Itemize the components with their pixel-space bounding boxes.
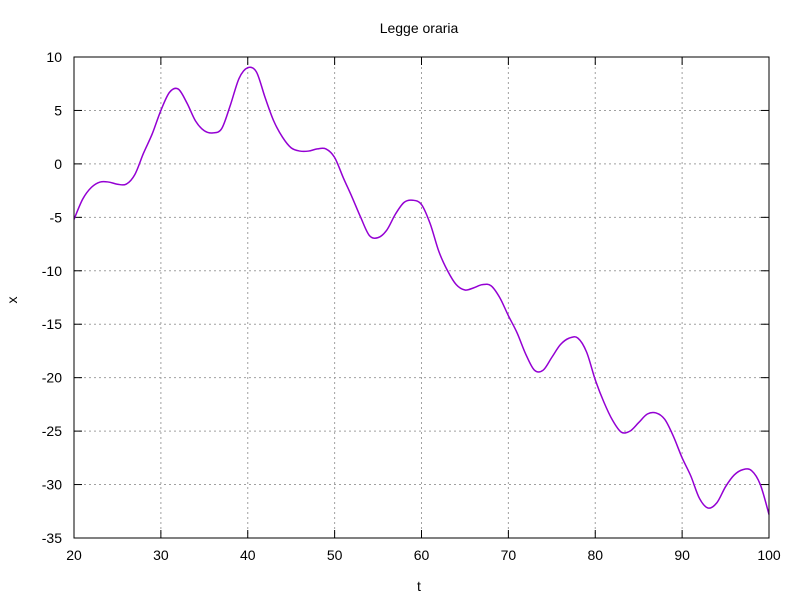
y-tick-label: -10	[42, 263, 62, 279]
chart-title: Legge oraria	[380, 20, 459, 36]
x-tick-label: 70	[501, 547, 517, 563]
y-tick-label: 5	[54, 102, 62, 118]
x-tick-label: 90	[674, 547, 690, 563]
y-tick-label: -25	[42, 423, 62, 439]
series-line	[73, 66, 770, 515]
label-layer: 20 30 40 50 60 70 80 90 1001050-5-10-15-20-25-30…	[42, 49, 781, 563]
y-tick-label: -35	[42, 530, 62, 546]
x-tick-label: 50	[327, 547, 343, 563]
y-tick-label: -30	[42, 477, 62, 493]
y-tick-label: -5	[50, 209, 63, 225]
grid-layer	[74, 57, 769, 538]
x-tick-label: 30	[153, 547, 169, 563]
x-tick-label: 60	[414, 547, 430, 563]
x-tick-label: 40	[240, 547, 256, 563]
series-layer	[73, 66, 770, 515]
x-tick-label: 100	[757, 547, 781, 563]
y-axis-label: x	[4, 297, 20, 304]
x-axis-label: t	[417, 578, 421, 594]
y-tick-label: -20	[42, 370, 62, 386]
y-tick-label: 10	[46, 49, 62, 65]
plot-border	[73, 56, 770, 539]
y-tick-label: 0	[54, 156, 62, 172]
x-tick-label: 20	[66, 547, 82, 563]
x-tick-label: 80	[587, 547, 603, 563]
y-tick-label: -15	[42, 316, 62, 332]
